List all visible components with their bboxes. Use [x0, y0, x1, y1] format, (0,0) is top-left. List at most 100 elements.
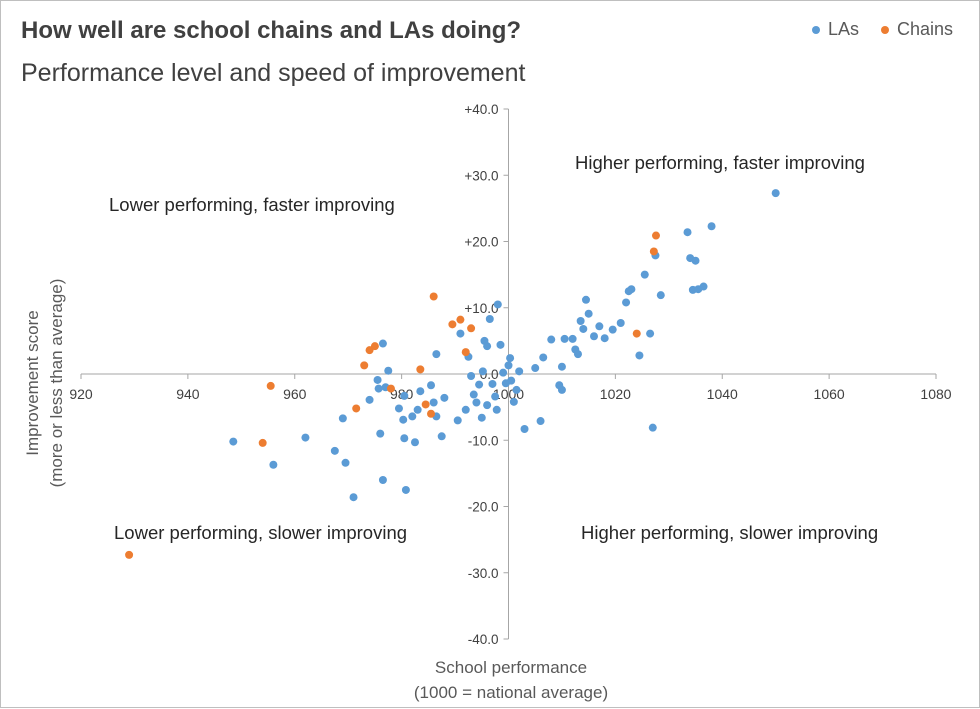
data-point	[378, 476, 387, 484]
quadrant-label-top-right: Higher performing, faster improving	[575, 152, 865, 173]
data-point	[488, 379, 497, 388]
data-point	[376, 429, 385, 438]
data-point	[229, 437, 238, 446]
data-point	[507, 376, 516, 385]
legend-label-chains: Chains	[896, 19, 953, 39]
legend-item-chains: Chains	[880, 19, 953, 40]
data-point	[432, 350, 441, 359]
data-point	[496, 340, 505, 349]
data-point	[330, 446, 339, 455]
data-point	[378, 339, 387, 348]
data-point	[509, 397, 518, 406]
data-point	[352, 404, 361, 413]
data-point	[539, 353, 548, 362]
data-point	[506, 354, 515, 363]
quadrant-label-bottom-right: Higher performing, slower improving	[581, 522, 879, 543]
data-point	[472, 398, 481, 407]
data-point	[467, 371, 476, 380]
data-point	[493, 300, 502, 309]
data-point	[531, 364, 540, 373]
data-point	[478, 367, 487, 376]
chart-subtitle: Performance level and speed of improveme…	[21, 59, 526, 87]
data-point	[648, 423, 657, 432]
data-point	[512, 385, 521, 394]
data-point	[640, 270, 649, 279]
data-point	[384, 366, 393, 375]
data-point	[475, 380, 484, 389]
data-point	[622, 298, 631, 307]
data-point	[421, 400, 430, 409]
data-point	[410, 438, 419, 447]
data-point	[266, 381, 275, 390]
x-tick-label: 1080	[920, 386, 951, 402]
data-point	[456, 315, 465, 324]
data-point	[608, 325, 617, 334]
data-point	[408, 412, 417, 421]
data-point	[349, 493, 358, 502]
y-tick-label: +40.0	[464, 102, 498, 117]
data-point	[627, 285, 636, 294]
data-point	[590, 332, 598, 341]
data-point	[579, 324, 588, 333]
x-axis-label: School performance (1000 = national aver…	[414, 655, 608, 705]
data-point	[485, 315, 494, 324]
data-point	[499, 368, 508, 377]
data-point	[269, 460, 278, 469]
data-point	[453, 416, 462, 425]
quadrant-label-top-left: Lower performing, faster improving	[109, 194, 395, 215]
data-point	[437, 432, 446, 441]
data-point	[557, 385, 566, 394]
data-point	[483, 401, 492, 410]
x-tick-label: 940	[176, 386, 200, 402]
data-points	[125, 189, 780, 559]
data-point	[467, 324, 476, 333]
data-point	[448, 320, 457, 329]
data-point	[400, 391, 409, 400]
data-point	[584, 309, 593, 318]
y-tick-label: -30.0	[468, 566, 499, 581]
data-point	[125, 550, 134, 559]
data-point	[557, 362, 566, 371]
y-tick-label: +30.0	[464, 168, 498, 183]
data-point	[338, 414, 347, 423]
data-point	[400, 434, 409, 443]
data-point	[515, 367, 524, 376]
y-axis-label-line-2: (more or less than average)	[47, 278, 66, 488]
data-point	[771, 189, 780, 198]
data-point	[477, 413, 486, 422]
data-point	[427, 381, 436, 390]
data-point	[651, 231, 660, 240]
data-point	[547, 335, 556, 344]
legend-marker-chains	[880, 25, 889, 34]
data-point	[560, 334, 569, 343]
legend-item-las: LAs	[811, 19, 859, 40]
legend: LAs Chains	[811, 19, 953, 40]
data-point	[616, 318, 625, 327]
data-point	[600, 334, 609, 343]
x-tick-label: 960	[283, 386, 307, 402]
data-point	[492, 405, 501, 414]
data-point	[416, 365, 425, 374]
y-tick-label: -40.0	[468, 632, 499, 647]
data-point	[632, 329, 641, 338]
x-tick-label: 1040	[707, 386, 738, 402]
data-point	[394, 404, 403, 413]
data-point	[656, 291, 665, 300]
x-axis-label-line-1: School performance	[434, 658, 588, 677]
data-point	[416, 387, 425, 396]
data-point	[258, 438, 267, 447]
data-point	[427, 409, 436, 418]
data-point	[581, 295, 590, 304]
data-point	[520, 424, 529, 433]
legend-marker-las	[811, 25, 820, 34]
x-tick-label: 1020	[600, 386, 631, 402]
data-point	[440, 393, 449, 402]
series-las	[229, 189, 780, 502]
data-point	[461, 348, 470, 357]
data-point	[461, 405, 470, 414]
data-point	[635, 351, 644, 360]
data-point	[491, 392, 500, 401]
legend-label-las: LAs	[827, 19, 859, 39]
